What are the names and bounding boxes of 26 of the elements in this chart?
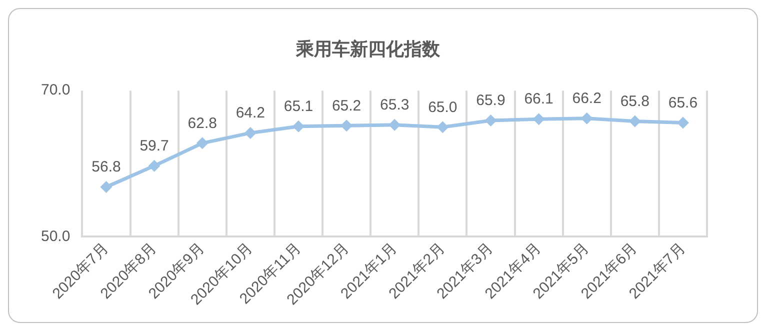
data-label: 65.9 — [476, 92, 506, 110]
data-label: 65.6 — [668, 94, 698, 112]
point — [244, 126, 256, 139]
y-tick-label: 50.0 — [40, 228, 70, 245]
point — [628, 115, 641, 128]
chart-title: 乘用车新四化指数 — [295, 38, 441, 59]
point — [196, 137, 208, 150]
point — [100, 181, 112, 194]
point — [148, 160, 160, 172]
point — [388, 118, 401, 131]
point — [436, 121, 449, 134]
data-label: 65.1 — [284, 98, 314, 116]
data-label: 64.2 — [236, 104, 266, 122]
data-label: 59.7 — [140, 137, 169, 154]
data-label: 65.0 — [428, 98, 458, 116]
point — [292, 120, 304, 132]
data-label: 66.2 — [572, 90, 602, 107]
point — [580, 112, 593, 124]
point — [484, 114, 497, 127]
data-label: 65.8 — [620, 92, 650, 110]
data-label: 62.8 — [188, 114, 217, 132]
data-label: 65.3 — [380, 96, 410, 114]
data-label: 66.1 — [524, 90, 554, 108]
data-label: 56.8 — [92, 158, 121, 176]
data-label: 65.2 — [332, 97, 362, 114]
y-tick-label: 70.0 — [40, 82, 70, 99]
